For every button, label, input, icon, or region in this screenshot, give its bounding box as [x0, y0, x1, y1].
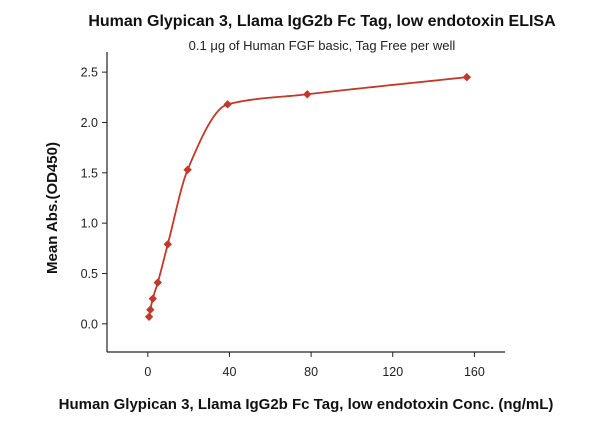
data-point	[163, 240, 172, 249]
y-tick-label: 2.5	[81, 66, 98, 80]
data-point	[146, 305, 155, 314]
fit-curve	[148, 76, 467, 317]
x-tick-label: 160	[464, 365, 485, 379]
data-point	[148, 294, 158, 303]
data-point	[462, 72, 472, 82]
y-tick-label: 2.0	[81, 116, 98, 130]
y-tick-label: 0.5	[81, 267, 98, 281]
y-tick-label: 1.5	[81, 166, 98, 180]
data-point	[223, 100, 232, 109]
data-point	[153, 278, 162, 287]
y-tick-label: 1.0	[81, 217, 98, 231]
chart-title: Human Glypican 3, Llama IgG2b Fc Tag, lo…	[88, 13, 556, 30]
x-ticks: 0 40 80 120 160	[144, 352, 485, 379]
data-point	[183, 165, 192, 174]
y-axis-label: Mean Abs.(OD450)	[44, 142, 61, 274]
data-point	[144, 312, 154, 321]
x-tick-label: 80	[304, 365, 318, 379]
y-ticks: 0.0 0.5 1.0 1.5 2.0 2.5	[81, 66, 107, 331]
x-axis-label: Human Glypican 3, Llama IgG2b Fc Tag, lo…	[59, 396, 554, 413]
data-point	[303, 90, 312, 99]
data-points	[144, 72, 472, 321]
x-tick-label: 40	[223, 365, 237, 379]
x-tick-label: 120	[382, 365, 403, 379]
axes	[106, 52, 505, 353]
x-tick-label: 0	[144, 365, 151, 379]
y-tick-label: 0.0	[81, 317, 98, 331]
chart-subtitle: 0.1 μg of Human FGF basic, Tag Free per …	[189, 38, 456, 53]
